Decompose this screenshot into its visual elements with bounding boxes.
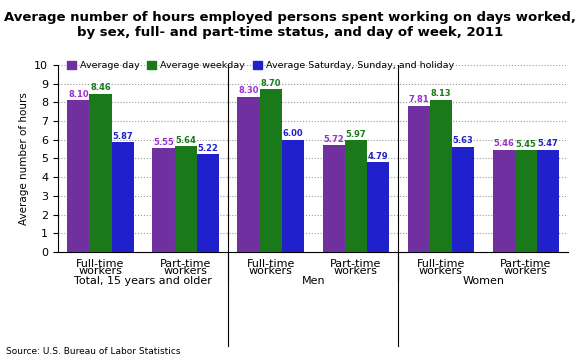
Bar: [367, 162, 389, 252]
Text: 5.87: 5.87: [113, 132, 133, 141]
Bar: [197, 154, 219, 252]
Text: 8.46: 8.46: [90, 83, 111, 92]
Text: 5.97: 5.97: [346, 130, 366, 139]
Text: 8.30: 8.30: [238, 86, 259, 95]
Text: 5.63: 5.63: [452, 136, 473, 145]
Text: Full-time: Full-time: [77, 258, 125, 269]
Text: Part-time: Part-time: [500, 258, 552, 269]
Text: 7.81: 7.81: [408, 95, 429, 104]
Text: workers: workers: [249, 266, 292, 276]
Bar: [89, 94, 111, 252]
Bar: [67, 100, 89, 252]
Bar: [430, 100, 452, 252]
Bar: [282, 140, 304, 252]
Text: 6.00: 6.00: [282, 129, 303, 138]
Text: 8.10: 8.10: [68, 90, 89, 99]
Bar: [537, 150, 559, 252]
Text: Men: Men: [302, 276, 325, 286]
Text: workers: workers: [334, 266, 378, 276]
Bar: [345, 140, 367, 252]
Text: 5.64: 5.64: [175, 136, 196, 145]
Text: Part-time: Part-time: [160, 258, 211, 269]
Text: Part-time: Part-time: [330, 258, 382, 269]
Bar: [515, 150, 537, 252]
Text: 5.55: 5.55: [153, 138, 174, 147]
Bar: [260, 89, 282, 252]
Text: 8.13: 8.13: [430, 90, 451, 99]
Text: 5.46: 5.46: [494, 139, 514, 148]
Bar: [492, 150, 515, 252]
Text: Women: Women: [462, 276, 505, 286]
Bar: [111, 142, 134, 252]
Text: Full-time: Full-time: [416, 258, 465, 269]
Text: Total, 15 years and older: Total, 15 years and older: [74, 276, 212, 286]
Bar: [175, 147, 197, 252]
Bar: [322, 145, 345, 252]
Legend: Average day, Average weekday, Average Saturday, Sunday, and holiday: Average day, Average weekday, Average Sa…: [63, 57, 458, 74]
Bar: [153, 148, 175, 252]
Bar: [452, 147, 474, 252]
Text: 5.45: 5.45: [516, 140, 536, 149]
Text: 4.79: 4.79: [368, 152, 388, 161]
Text: Source: U.S. Bureau of Labor Statistics: Source: U.S. Bureau of Labor Statistics: [6, 347, 180, 356]
Text: Average number of hours employed persons spent working on days worked,
by sex, f: Average number of hours employed persons…: [4, 11, 576, 39]
Text: workers: workers: [79, 266, 122, 276]
Y-axis label: Average number of hours: Average number of hours: [19, 92, 29, 225]
Text: 5.72: 5.72: [323, 135, 344, 144]
Text: 8.70: 8.70: [260, 79, 281, 88]
Text: workers: workers: [164, 266, 208, 276]
Text: 5.47: 5.47: [538, 139, 559, 148]
Bar: [237, 96, 260, 252]
Text: workers: workers: [419, 266, 463, 276]
Text: Full-time: Full-time: [246, 258, 295, 269]
Text: workers: workers: [504, 266, 548, 276]
Bar: [408, 106, 430, 252]
Text: 5.22: 5.22: [197, 144, 218, 153]
